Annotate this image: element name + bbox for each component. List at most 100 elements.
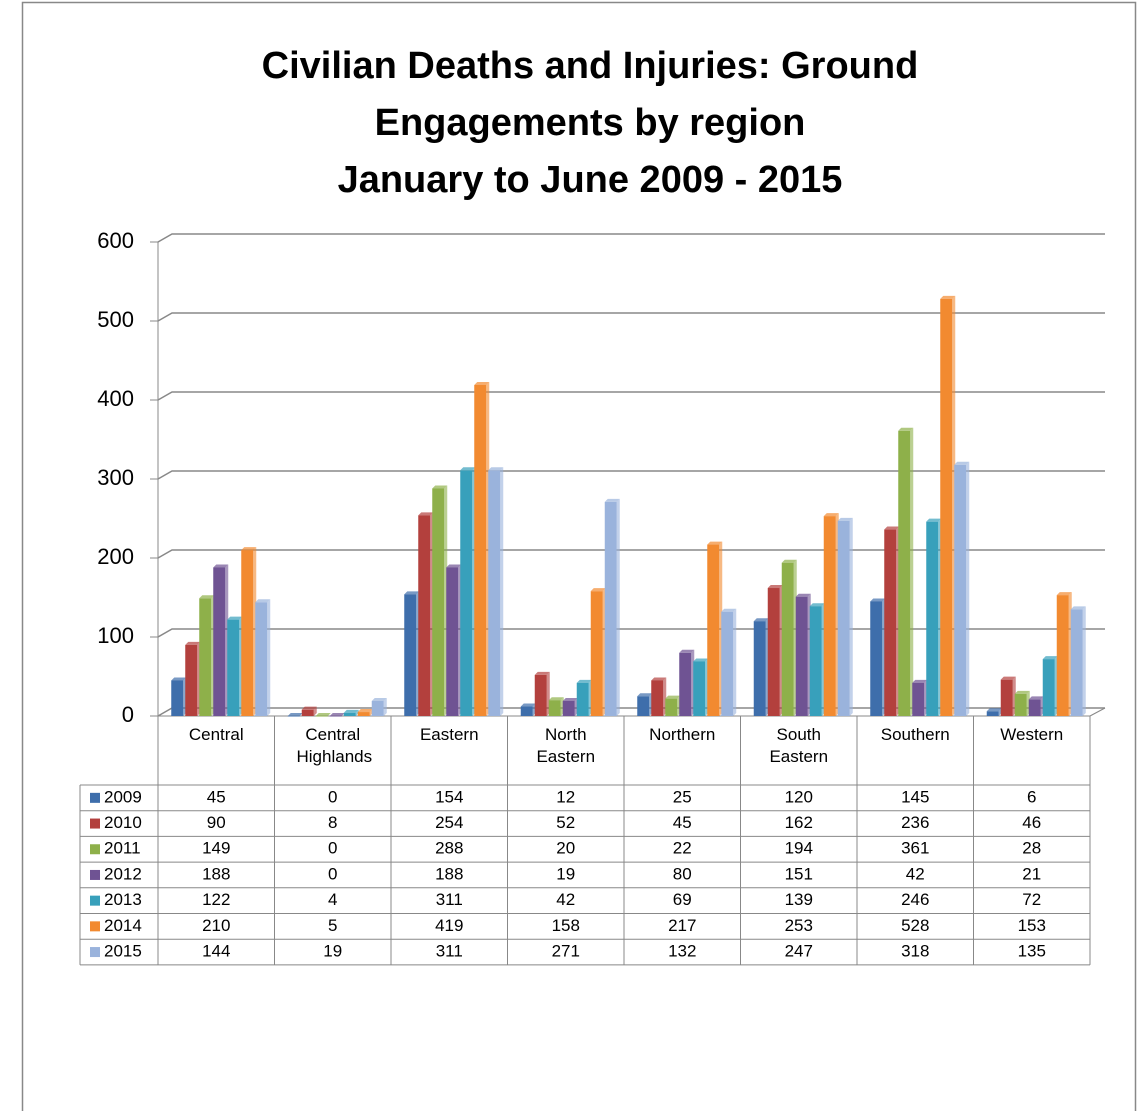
bar-group xyxy=(213,564,229,716)
x-tick-label-box: Western xyxy=(1000,725,1063,744)
table-value: 247 xyxy=(785,942,813,961)
bar xyxy=(446,567,459,716)
legend-label: 2013 xyxy=(104,890,142,909)
table-value: 4 xyxy=(328,890,337,909)
bar xyxy=(837,520,850,716)
bar-top xyxy=(329,713,345,716)
table-value: 144 xyxy=(202,942,230,961)
bar-group xyxy=(753,618,769,716)
bar-group xyxy=(301,706,317,716)
bar-top xyxy=(679,649,695,653)
bar-top xyxy=(562,697,578,701)
bar-top xyxy=(1028,696,1044,700)
x-tick-label: North Eastern xyxy=(536,725,596,766)
bar-side xyxy=(1082,606,1086,716)
bar-top xyxy=(474,381,490,385)
bar xyxy=(926,521,939,716)
bar-group xyxy=(576,679,592,716)
bar-top xyxy=(315,713,331,716)
x-tick-label: Southern xyxy=(880,725,950,744)
x-tick-label-box: Central xyxy=(188,725,244,744)
bar xyxy=(912,682,925,716)
bar-top xyxy=(488,467,504,471)
chart-title: Engagements by region xyxy=(375,102,806,144)
bar xyxy=(255,602,268,716)
bar-group xyxy=(637,693,653,716)
bar-group xyxy=(488,467,504,716)
table-value: 120 xyxy=(785,787,813,806)
bar-side xyxy=(616,498,620,716)
x-tick-label: Central xyxy=(188,725,244,744)
bar xyxy=(562,700,575,716)
table-value: 19 xyxy=(323,942,342,961)
bar-top xyxy=(213,564,229,568)
bar-top xyxy=(912,679,928,683)
bar-top xyxy=(446,564,462,568)
grid-line xyxy=(157,470,1105,480)
bar-group xyxy=(884,526,900,716)
bar xyxy=(1000,679,1013,716)
table-value: 42 xyxy=(906,864,925,883)
bar-group xyxy=(651,677,667,716)
table-value: 0 xyxy=(328,839,337,858)
x-tick-label-box: Central Highlands xyxy=(297,725,373,766)
bar xyxy=(474,384,487,716)
bar xyxy=(693,661,706,716)
bar-top xyxy=(651,677,667,681)
bar-top xyxy=(707,541,723,545)
bar-group xyxy=(1014,690,1030,716)
table-value: 188 xyxy=(435,864,463,883)
bar-group xyxy=(357,709,373,716)
bar-group xyxy=(679,649,695,716)
bar-top xyxy=(171,677,187,681)
y-tick-label: 0 xyxy=(122,702,134,727)
table-value: 151 xyxy=(785,864,813,883)
legend-label: 2012 xyxy=(104,864,142,883)
bar-group xyxy=(795,593,811,716)
bar xyxy=(954,464,967,716)
table-value: 311 xyxy=(436,942,463,961)
bar-side xyxy=(500,467,504,716)
table-value: 153 xyxy=(1018,916,1046,935)
bar xyxy=(1028,699,1041,716)
table-value: 28 xyxy=(1022,839,1041,858)
y-tick-label: 300 xyxy=(97,465,134,490)
grid-line xyxy=(157,391,1105,401)
bar xyxy=(637,696,650,716)
table-value: 80 xyxy=(673,864,692,883)
table-value: 20 xyxy=(556,839,575,858)
legend-label: 2014 xyxy=(104,916,142,935)
bar-top xyxy=(1042,656,1058,660)
table-value: 5 xyxy=(328,916,337,935)
x-tick-label-box: North Eastern xyxy=(536,725,596,766)
table-value: 46 xyxy=(1022,813,1041,832)
bar-top xyxy=(940,295,956,299)
bar-group xyxy=(227,616,243,716)
bar-group xyxy=(1028,696,1044,716)
legend-key xyxy=(90,921,100,932)
table-value: 139 xyxy=(785,890,813,909)
bar-group xyxy=(329,713,345,717)
table-value: 6 xyxy=(1027,787,1036,806)
bar-group xyxy=(287,713,303,717)
chart-title: January to June 2009 - 2015 xyxy=(338,159,843,201)
bar-top xyxy=(287,713,303,716)
table-value: 149 xyxy=(202,839,230,858)
bar-top xyxy=(301,706,317,710)
grid-line xyxy=(157,549,1105,559)
y-tick-label: 200 xyxy=(97,544,134,569)
grid-line xyxy=(157,312,1105,322)
table-value: 194 xyxy=(785,839,813,858)
bar-top xyxy=(255,599,271,603)
bar-group xyxy=(185,641,201,716)
table-value: 210 xyxy=(202,916,230,935)
table-value: 72 xyxy=(1022,890,1041,909)
legend-label: 2009 xyxy=(104,787,142,806)
bar-side xyxy=(733,608,737,716)
bar xyxy=(795,596,808,716)
bar-side xyxy=(910,427,914,716)
x-tick-label-box: Eastern xyxy=(420,725,479,744)
bar xyxy=(329,716,342,717)
table-value: 318 xyxy=(901,942,929,961)
bar-top xyxy=(823,513,839,517)
